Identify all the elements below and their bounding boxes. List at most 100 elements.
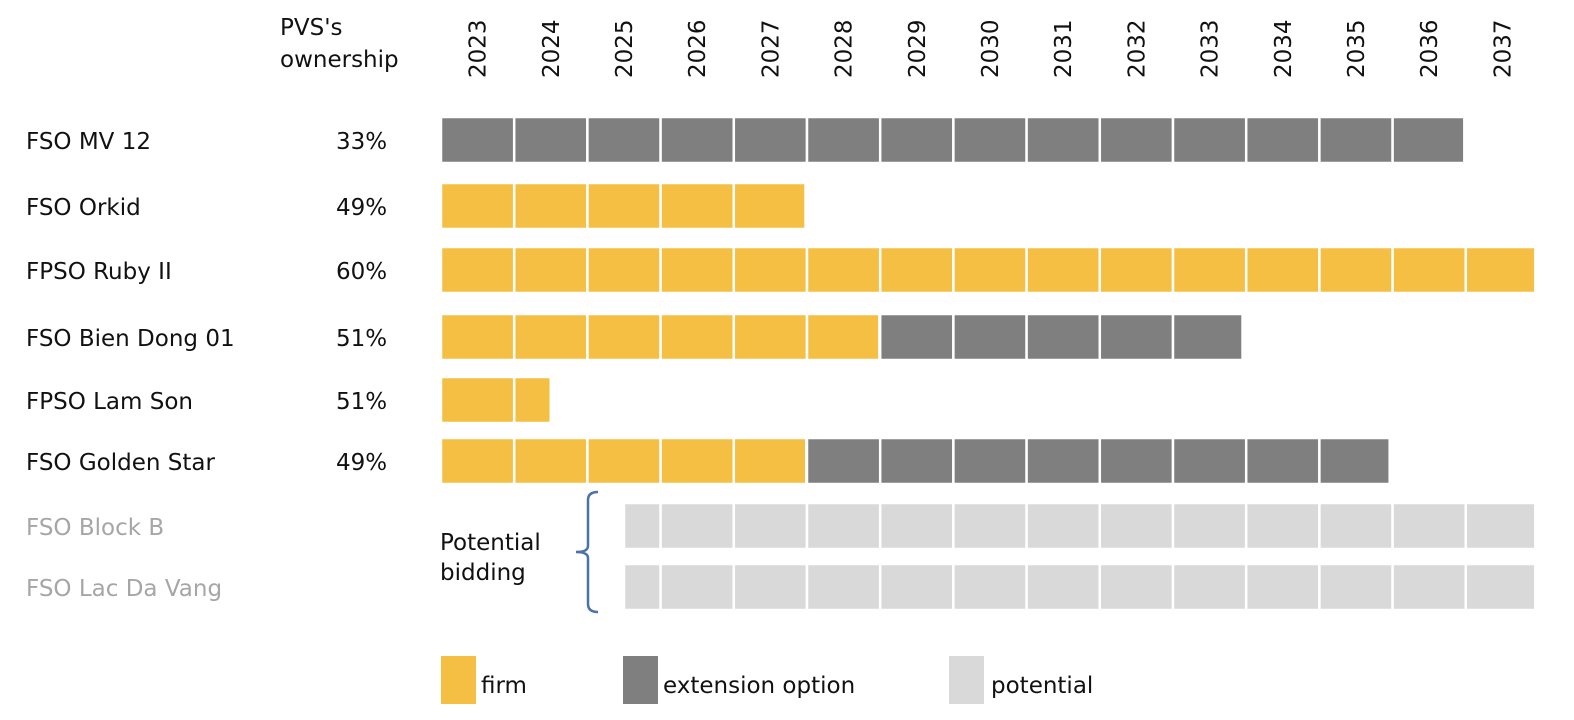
bar-cell-potential (805, 501, 882, 551)
bar-cell-potential (659, 562, 736, 612)
year-label-2029: 2029 (905, 19, 931, 78)
year-label-2024: 2024 (539, 19, 565, 78)
bar-cell-extension (1318, 115, 1394, 165)
bar-cell-potential (1318, 562, 1394, 612)
bar-cell-extension (1025, 115, 1102, 165)
bar-cell-firm (659, 436, 736, 486)
bar-cell-firm (1025, 245, 1102, 295)
bar-cell-potential (732, 501, 809, 551)
row-label: FPSO Lam Son (26, 389, 193, 415)
bar-cell-potential (732, 562, 809, 612)
bar-cell-firm (586, 245, 662, 295)
legend-swatch-firm (441, 656, 476, 704)
row-label: FSO Bien Dong 01 (26, 326, 235, 352)
bar-cell-extension (805, 436, 882, 486)
bar-cell-firm (586, 312, 662, 362)
bar-cell-firm (659, 312, 736, 362)
bar-cell-potential (805, 562, 882, 612)
bar-cell-firm (512, 181, 589, 231)
year-label-2034: 2034 (1271, 19, 1297, 78)
bar-cell-firm (439, 312, 516, 362)
annotation-line-2: bidding (440, 560, 526, 586)
year-label-2032: 2032 (1124, 19, 1150, 78)
bar-cell-firm (805, 312, 881, 362)
year-label-2035: 2035 (1344, 19, 1370, 78)
row-label: FSO Golden Star (26, 450, 215, 476)
bar-cell-firm (439, 245, 516, 295)
row-label: FSO Lac Da Vang (26, 576, 222, 602)
year-label-2036: 2036 (1417, 19, 1443, 78)
bar-cell-firm (1098, 245, 1175, 295)
ownership-value: 49% (336, 450, 387, 476)
ownership-value: 33% (336, 129, 387, 155)
bar-cell-potential (952, 501, 1028, 551)
bar-cell-firm (439, 375, 516, 425)
legend-swatch-potential (949, 656, 984, 704)
bar-cell-firm (1171, 245, 1248, 295)
legend-label-extension: extension option (663, 673, 855, 699)
ownership-column-header: PVS's ownership (280, 12, 399, 76)
bar-cell-potential (878, 562, 955, 612)
bar-cell-firm (659, 245, 736, 295)
bar-cell-firm (512, 312, 589, 362)
year-label-2037: 2037 (1490, 19, 1516, 78)
year-label-2025: 2025 (612, 19, 638, 78)
bar-cell-extension (1244, 436, 1321, 486)
bar-cell-extension (1025, 436, 1102, 486)
bar-cell-firm (659, 181, 736, 231)
bar-cell-extension (952, 436, 1028, 486)
bar-cell-potential (1391, 562, 1468, 612)
bar-cell-firm (512, 436, 589, 486)
bar-cell-firm (1464, 245, 1537, 295)
bar-cell-potential (952, 562, 1028, 612)
bar-cell-potential (1025, 562, 1102, 612)
bar-cell-potential (1098, 562, 1175, 612)
year-label-2031: 2031 (1051, 19, 1077, 78)
bar-cell-firm (732, 436, 808, 486)
ownership-value: 51% (336, 326, 387, 352)
bar-cell-firm (952, 245, 1028, 295)
annotation-line-1: Potential (440, 530, 541, 556)
year-label-2023: 2023 (466, 19, 492, 78)
row-label: FSO Orkid (26, 195, 141, 221)
year-label-2028: 2028 (832, 19, 858, 78)
annotation-bracket (575, 490, 599, 614)
bar-cell-extension (1098, 312, 1175, 362)
bar-cell-potential (1171, 501, 1248, 551)
bar-cell-extension (878, 436, 955, 486)
ownership-header-line-2: ownership (280, 47, 399, 73)
bar-cell-potential (1025, 501, 1102, 551)
bar-cell-firm (732, 245, 809, 295)
bar-cell-extension (732, 115, 809, 165)
bar-cell-extension (952, 312, 1028, 362)
ownership-header-line-1: PVS's (280, 15, 343, 41)
bar-cell-firm (512, 245, 589, 295)
year-label-2030: 2030 (978, 19, 1004, 78)
bar-cell-firm (439, 181, 516, 231)
ownership-value: 51% (336, 389, 387, 415)
bar-cell-potential (1244, 562, 1321, 612)
bar-cell-firm (805, 245, 882, 295)
year-label-2033: 2033 (1198, 19, 1224, 78)
bar-cell-firm (878, 245, 955, 295)
bar-cell-extension (952, 115, 1028, 165)
ownership-value: 60% (336, 259, 387, 285)
bar-cell-extension (1244, 115, 1321, 165)
bar-cell-extension (659, 115, 736, 165)
bar-cell-firm (732, 312, 809, 362)
bar-cell-potential (1464, 562, 1537, 612)
bar-cell-potential (878, 501, 955, 551)
bar-cell-extension (512, 115, 589, 165)
legend-label-potential: potential (991, 673, 1093, 699)
bar-cell-firm (732, 181, 807, 231)
bar-cell-potential (1391, 501, 1468, 551)
bar-cell-extension (1171, 436, 1248, 486)
bar-cell-extension (1025, 312, 1102, 362)
bar-cell-firm (1318, 245, 1394, 295)
bar-cell-extension (1318, 436, 1391, 486)
bar-cell-extension (1171, 312, 1244, 362)
bar-cell-extension (878, 312, 955, 362)
bar-cell-firm (512, 375, 553, 425)
bar-cell-potential (1244, 501, 1321, 551)
bar-cell-potential (659, 501, 736, 551)
